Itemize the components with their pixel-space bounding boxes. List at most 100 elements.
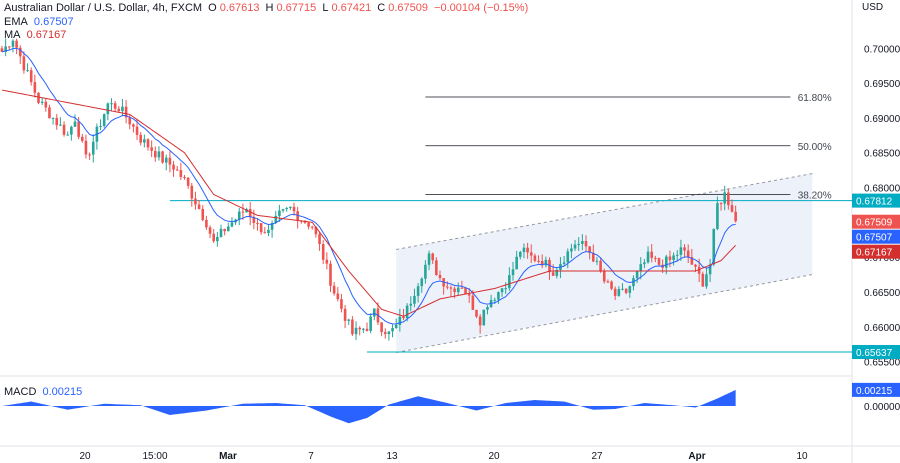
candle-body <box>365 328 369 331</box>
candle-body <box>190 185 194 199</box>
candle-body <box>183 177 186 179</box>
candle-body <box>537 260 540 262</box>
candle-body <box>351 319 354 335</box>
candle-body <box>701 273 705 287</box>
candle-body <box>471 295 475 310</box>
candle-body <box>427 253 431 265</box>
candle-body <box>551 272 555 276</box>
candle-body <box>110 103 113 105</box>
candle-body <box>175 169 179 171</box>
candle-body <box>464 287 467 295</box>
candles-group <box>0 38 737 341</box>
candle-body <box>336 293 340 300</box>
candle-body <box>91 141 95 155</box>
candle-body <box>124 106 128 118</box>
candle-body <box>500 288 504 293</box>
candle-body <box>321 244 325 260</box>
x-tick-label: 7 <box>308 451 314 462</box>
candle-body <box>66 134 69 136</box>
currency-label: USD <box>862 2 883 13</box>
candle-body <box>697 266 701 274</box>
candle-body <box>146 139 150 148</box>
candle-body <box>416 286 420 296</box>
candle-body <box>285 207 288 210</box>
ema-legend[interactable]: EMA 0.67507 <box>4 16 77 28</box>
candle-body <box>533 255 537 261</box>
candle-body <box>617 289 621 296</box>
price-badge-label-4: 0.65637 <box>856 348 893 359</box>
candle-body <box>387 331 391 335</box>
price-badge-label-2: 0.67507 <box>856 233 893 244</box>
candle-body <box>467 294 471 296</box>
x-tick-label: 27 <box>591 451 603 462</box>
candle-body <box>8 46 11 48</box>
candle-body <box>595 260 599 262</box>
candle-body <box>237 211 241 220</box>
macd-tick-label: 0.00000 <box>864 402 900 413</box>
close-label: C <box>377 2 386 14</box>
y-tick-label: 0.66000 <box>864 323 900 334</box>
candle-body <box>77 121 80 137</box>
candle-body <box>373 308 376 317</box>
candle-body <box>405 305 409 319</box>
candle-body <box>113 103 117 109</box>
candle-body <box>55 117 59 126</box>
candle-body <box>548 259 551 273</box>
candle-body <box>675 254 679 256</box>
candle-body <box>639 264 643 272</box>
open-value: 0.67613 <box>219 2 260 14</box>
candle-body <box>223 228 226 232</box>
symbol-title[interactable]: Australian Dollar / U.S. Dollar, 4h, FXC… <box>4 2 203 14</box>
candle-body <box>143 139 146 143</box>
candle-body <box>478 316 482 326</box>
candle-body <box>274 215 278 223</box>
candle-body <box>694 264 697 267</box>
candle-body <box>504 288 507 290</box>
candle-body <box>219 228 223 237</box>
candle-body <box>263 232 267 234</box>
candle-body <box>540 261 544 266</box>
macd-area <box>2 389 736 424</box>
candle-body <box>117 108 121 112</box>
candle-body <box>37 92 40 103</box>
candle-body <box>139 134 142 143</box>
candle-body <box>420 278 424 287</box>
candle-body <box>332 285 336 294</box>
price-badge-3 <box>852 244 900 259</box>
candle-body <box>570 248 573 252</box>
x-tick-label: 10 <box>796 451 808 462</box>
candle-body <box>624 288 628 293</box>
candle-body <box>51 117 55 119</box>
price-badge-label-3: 0.67167 <box>856 248 893 259</box>
candle-body <box>719 203 723 205</box>
candle-body <box>665 256 668 268</box>
candle-body <box>241 211 245 213</box>
candle-body <box>727 192 730 206</box>
candle-body <box>340 299 343 309</box>
candle-body <box>296 211 299 221</box>
candle-body <box>259 223 263 233</box>
ma-line <box>1 89 737 317</box>
candle-body <box>252 216 256 223</box>
candle-body <box>456 287 460 293</box>
candle-body <box>383 332 387 335</box>
candle-body <box>73 121 77 127</box>
ma-value: 0.67167 <box>26 29 67 41</box>
candle-body <box>708 264 712 275</box>
candle-body <box>519 251 522 257</box>
open-label: O <box>208 2 217 14</box>
candle-body <box>44 101 48 108</box>
candle-body <box>245 209 248 213</box>
macd-legend[interactable]: MACD 0.00215 <box>4 386 85 398</box>
low-value: 0.67421 <box>331 2 372 14</box>
candle-body <box>690 257 694 265</box>
change-value: −0.00104 (−0.15%) <box>434 2 529 14</box>
candle-body <box>212 233 215 242</box>
candle-body <box>446 286 449 288</box>
ma-legend[interactable]: MA 0.67167 <box>4 29 69 41</box>
candle-body <box>413 295 416 304</box>
candle-body <box>635 271 639 279</box>
fib-label-1: 50.00% <box>798 142 832 153</box>
candle-body <box>172 164 175 170</box>
